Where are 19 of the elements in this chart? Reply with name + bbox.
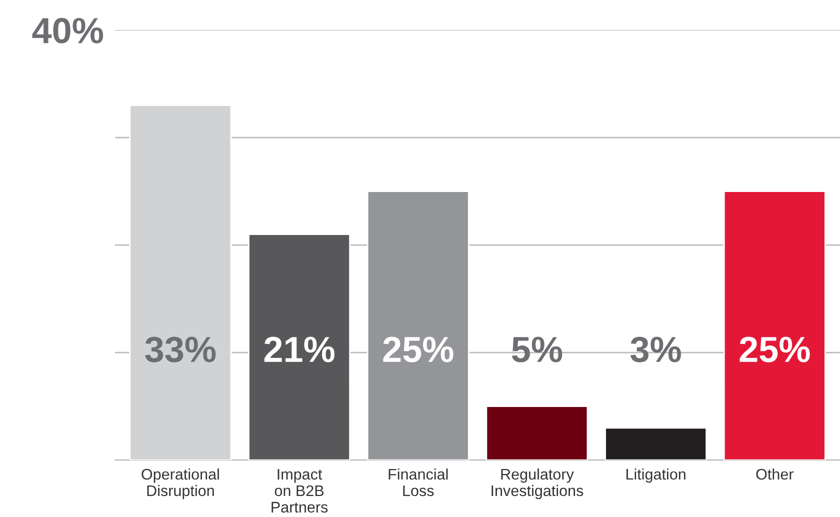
data-label: 25% [383, 336, 454, 362]
x-tick-label: Litigation [626, 468, 686, 483]
x-tick-label: Financial Loss [388, 468, 448, 496]
y-tick-label: 40% [32, 18, 104, 44]
bar [129, 104, 232, 460]
x-tick-label: Other [756, 468, 794, 480]
bar [723, 190, 826, 460]
x-tick-label: Operational Disruption [142, 468, 219, 500]
x-tick-label: Regulatory Investigations [492, 468, 584, 500]
bar [366, 190, 470, 460]
data-label: 5% [512, 336, 562, 362]
bar [604, 427, 707, 460]
data-label: 21% [264, 336, 334, 362]
bar [248, 234, 350, 460]
x-tick-label: Impact on B2B Partners [272, 469, 328, 513]
data-label: 25% [740, 336, 810, 362]
bar [486, 406, 588, 460]
data-label: 3% [630, 336, 681, 362]
data-label: 33% [145, 336, 216, 362]
